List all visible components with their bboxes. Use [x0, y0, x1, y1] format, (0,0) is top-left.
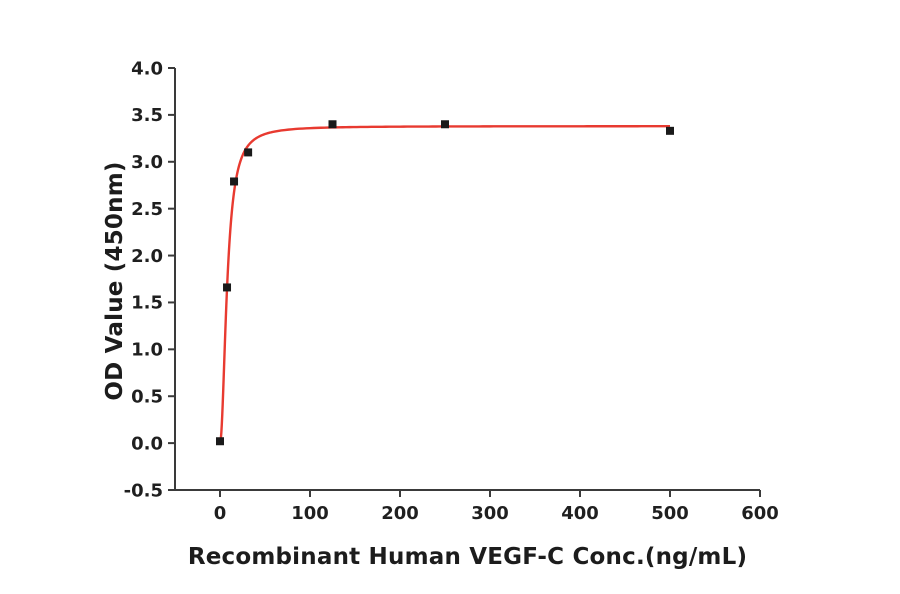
x-tick-label: 300	[471, 503, 509, 524]
y-tick-label: 3.5	[131, 105, 163, 126]
y-tick-label: 1.5	[131, 293, 163, 314]
y-tick-label: 2.0	[131, 246, 163, 267]
y-tick-label: 3.0	[131, 152, 163, 173]
data-point	[441, 120, 449, 129]
y-tick-label: 0.5	[131, 387, 163, 408]
data-point	[230, 177, 239, 186]
x-tick-label: 200	[381, 503, 419, 524]
y-tick-label: 1.0	[131, 340, 163, 361]
x-tick-label: 0	[214, 503, 227, 524]
y-axis-label: OD Value (450nm)	[102, 161, 128, 401]
x-tick-label: 400	[561, 503, 599, 524]
y-tick-label: 0.0	[131, 433, 163, 454]
data-point	[223, 283, 232, 292]
fit-curve	[218, 125, 670, 444]
y-tick-label: 4.0	[131, 58, 163, 79]
x-tick-label: 100	[291, 503, 329, 524]
data-point	[216, 437, 224, 446]
data-point	[244, 148, 253, 157]
x-axis-label: Recombinant Human VEGF-C Conc.(ng/mL)	[187, 544, 748, 570]
x-tick-label: 600	[741, 503, 779, 524]
data-point	[666, 126, 674, 135]
y-tick-label: -0.5	[124, 480, 163, 501]
data-point	[328, 120, 337, 129]
x-tick-label: 500	[651, 503, 689, 524]
y-tick-label: 2.5	[131, 199, 163, 220]
